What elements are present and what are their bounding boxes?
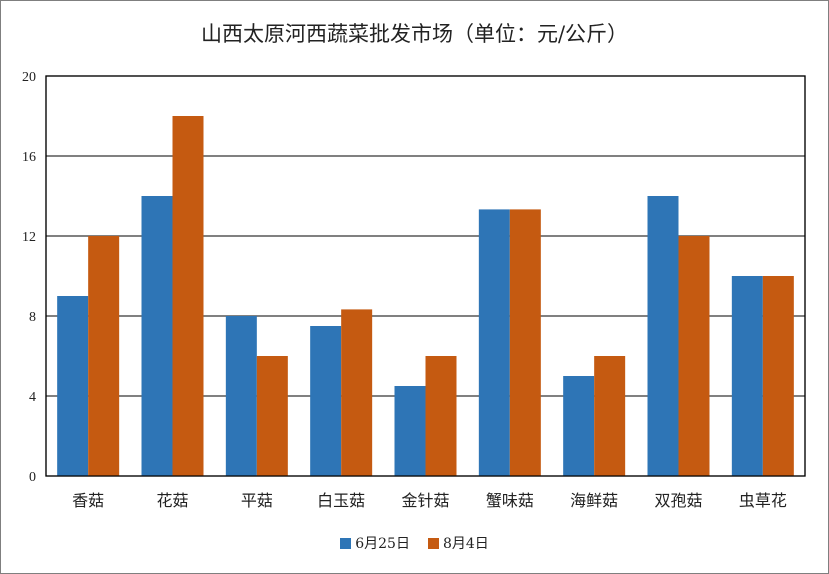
plot-border xyxy=(45,75,806,477)
bar-series-2-7 xyxy=(678,236,710,476)
x-tick-label-2: 平菇 xyxy=(241,491,273,510)
bar-series-1-0 xyxy=(57,296,89,476)
bar-series-2-6 xyxy=(594,356,626,476)
y-tick-label-5: 20 xyxy=(22,70,36,85)
x-tick-label-7: 双孢菇 xyxy=(654,491,702,510)
bar-series-2-4 xyxy=(425,356,457,476)
legend-item-series-2: 8月4日 xyxy=(427,533,489,553)
chart-title: 山西太原河西蔬菜批发市场（单位：元/公斤） xyxy=(200,22,629,46)
x-tick-label-8: 虫草花 xyxy=(739,491,787,510)
bar-series-2-2 xyxy=(256,356,288,476)
x-tick-label-5: 蟹味菇 xyxy=(486,491,534,510)
legend-swatch-series-2 xyxy=(427,537,439,549)
bar-series-1-8 xyxy=(731,276,763,476)
x-tick-label-1: 花菇 xyxy=(156,491,188,510)
x-tick-label-3: 白玉菇 xyxy=(317,491,365,510)
bar-series-1-4 xyxy=(394,386,426,476)
x-tick-label-4: 金针菇 xyxy=(401,491,449,510)
y-tick-label-3: 12 xyxy=(22,230,36,245)
x-tick-label-6: 海鲜菇 xyxy=(570,491,618,510)
x-tick-label-0: 香菇 xyxy=(72,491,104,510)
bar-series-1-3 xyxy=(310,326,342,476)
legend: 6月25日 8月4日 xyxy=(0,533,829,553)
bar-series-2-0 xyxy=(88,236,120,476)
bar-series-1-5 xyxy=(478,209,510,476)
bar-series-2-8 xyxy=(762,276,794,476)
y-tick-label-2: 8 xyxy=(29,310,36,325)
bar-series-1-1 xyxy=(141,196,173,476)
y-tick-label-4: 16 xyxy=(22,150,36,165)
legend-swatch-series-1 xyxy=(340,537,352,549)
bar-series-1-6 xyxy=(563,376,595,476)
bar-series-1-2 xyxy=(225,316,257,476)
legend-item-series-1: 6月25日 xyxy=(340,533,410,553)
y-tick-label-0: 0 xyxy=(29,470,36,485)
bar-series-2-1 xyxy=(172,116,204,476)
legend-label-series-1: 6月25日 xyxy=(355,536,410,552)
bar-series-2-5 xyxy=(509,209,541,476)
y-tick-label-1: 4 xyxy=(29,390,36,405)
bar-series-2-3 xyxy=(341,309,373,476)
legend-label-series-2: 8月4日 xyxy=(442,536,489,552)
bar-series-1-7 xyxy=(647,196,679,476)
